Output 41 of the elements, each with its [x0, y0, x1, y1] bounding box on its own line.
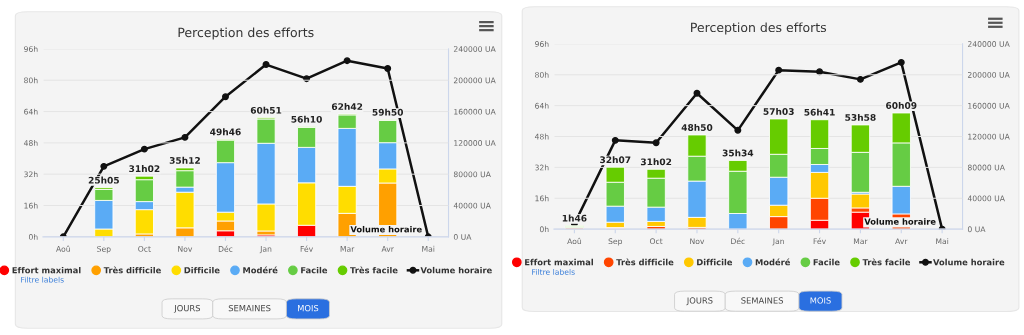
- total-label: 53h58: [845, 113, 876, 121]
- legend-label: Effort maximal: [12, 266, 81, 274]
- legend-label: Effort maximal: [525, 258, 593, 266]
- text: MOIS: [810, 297, 831, 304]
- legend-label: Modéré: [755, 258, 790, 266]
- text: JOURS: [686, 297, 713, 306]
- total-label: 59h50: [372, 108, 404, 116]
- legend-label: Très difficile: [103, 266, 161, 274]
- total-label: 1h46: [562, 214, 587, 222]
- text: SEMAINES: [228, 304, 271, 312]
- legend-label: Volume horaire: [933, 258, 1005, 266]
- total-label: 35h12: [169, 156, 200, 164]
- legend-label: Volume horaire: [420, 266, 492, 274]
- total-label: 25h05: [88, 176, 119, 184]
- total-label: 60h51: [250, 106, 282, 114]
- legend-label: Modéré: [243, 266, 278, 274]
- total-label: 62h42: [331, 103, 363, 110]
- legend-label: Facile: [301, 266, 328, 274]
- total-label: 57h03: [763, 107, 794, 115]
- text: MOIS: [298, 304, 319, 312]
- legend-label: Difficile: [184, 266, 220, 274]
- total-label: 49h46: [210, 128, 241, 136]
- annotation: Volume horaire: [350, 225, 422, 233]
- total-label: 32h07: [600, 156, 631, 164]
- total-label: 48h50: [681, 123, 713, 131]
- annotation: Volume horaire: [864, 218, 936, 225]
- total-label: 56h10: [291, 115, 322, 123]
- text: JOURS: [173, 304, 201, 313]
- chart-title: Perception des efforts: [691, 22, 827, 35]
- legend-label: Très facile: [862, 258, 911, 266]
- chart-title: Perception des efforts: [178, 27, 314, 40]
- legend-label: Facile: [813, 258, 840, 266]
- legend-label: Très facile: [350, 266, 398, 274]
- total-label: 31h02: [640, 158, 672, 166]
- total-label: 35h34: [722, 149, 754, 157]
- legend-label: Très difficile: [616, 258, 674, 266]
- total-label: 56h41: [804, 108, 835, 116]
- text: SEMAINES: [741, 297, 783, 304]
- legend-label: Difficile: [697, 258, 733, 266]
- total-label: 31h02: [129, 165, 160, 173]
- total-label: 60h09: [886, 101, 917, 109]
